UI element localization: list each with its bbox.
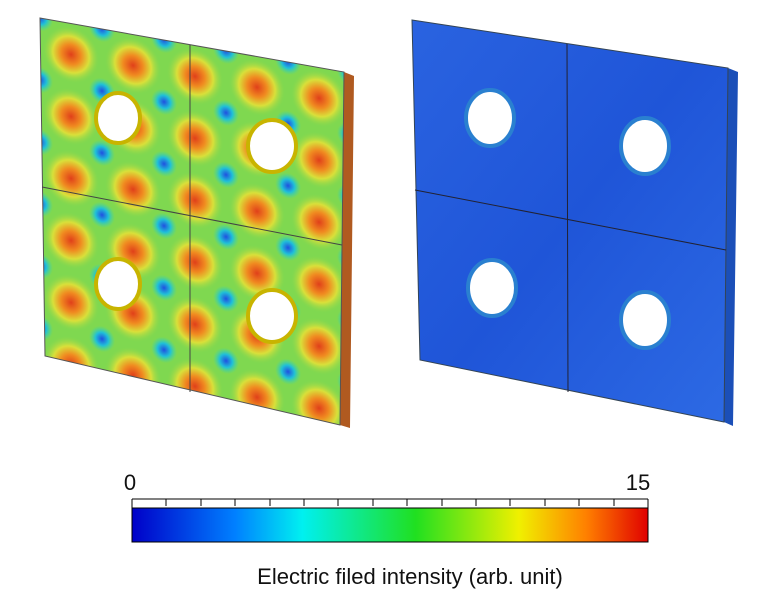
left-plate bbox=[39, 17, 354, 428]
colorbar: 0 15 Electric filed intensity (arb. unit… bbox=[124, 470, 650, 589]
colorbar-label: Electric filed intensity (arb. unit) bbox=[257, 564, 563, 589]
colorbar-max: 15 bbox=[626, 470, 650, 495]
colorbar-min: 0 bbox=[124, 470, 136, 495]
right-plate bbox=[411, 19, 738, 426]
